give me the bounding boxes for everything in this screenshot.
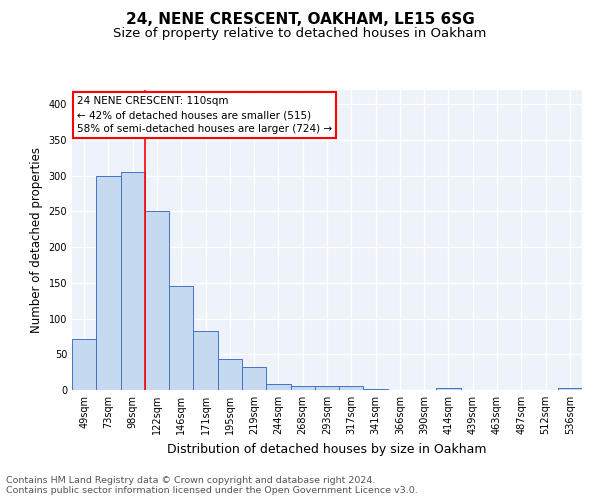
Bar [242, 367, 266, 390]
Y-axis label: Number of detached properties: Number of detached properties [30, 147, 43, 333]
Bar [266, 384, 290, 390]
Bar [436, 388, 461, 390]
Bar [290, 386, 315, 390]
Bar [121, 172, 145, 390]
Bar [145, 212, 169, 390]
Bar [72, 338, 96, 390]
Text: Contains HM Land Registry data © Crown copyright and database right 2024.
Contai: Contains HM Land Registry data © Crown c… [6, 476, 418, 495]
Bar [558, 388, 582, 390]
Text: Size of property relative to detached houses in Oakham: Size of property relative to detached ho… [113, 28, 487, 40]
Bar [339, 386, 364, 390]
Bar [315, 386, 339, 390]
Bar [96, 176, 121, 390]
Text: 24 NENE CRESCENT: 110sqm
← 42% of detached houses are smaller (515)
58% of semi-: 24 NENE CRESCENT: 110sqm ← 42% of detach… [77, 96, 332, 134]
Bar [193, 330, 218, 390]
Text: 24, NENE CRESCENT, OAKHAM, LE15 6SG: 24, NENE CRESCENT, OAKHAM, LE15 6SG [125, 12, 475, 28]
Bar [218, 358, 242, 390]
Bar [364, 388, 388, 390]
Bar [169, 286, 193, 390]
X-axis label: Distribution of detached houses by size in Oakham: Distribution of detached houses by size … [167, 442, 487, 456]
